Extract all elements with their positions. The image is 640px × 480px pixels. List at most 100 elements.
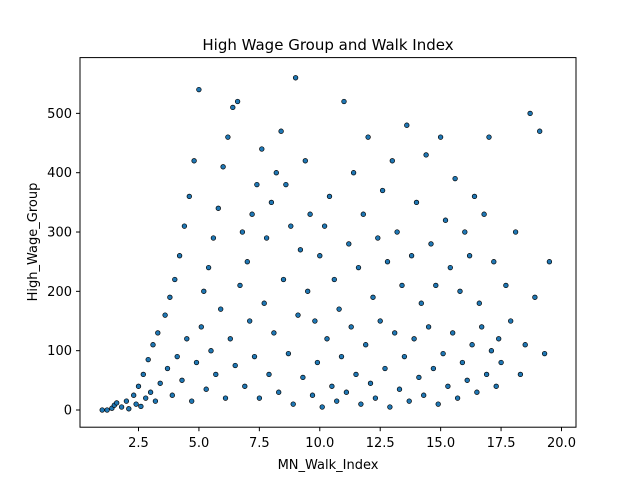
data-point bbox=[493, 383, 499, 389]
data-point bbox=[367, 380, 374, 386]
data-point bbox=[227, 336, 233, 342]
data-point bbox=[365, 134, 371, 140]
data-point bbox=[430, 365, 437, 372]
data-point bbox=[205, 264, 212, 271]
data-point bbox=[517, 371, 524, 378]
data-point bbox=[239, 229, 246, 235]
data-point bbox=[454, 395, 461, 401]
data-point bbox=[288, 223, 294, 229]
x-tick-label: 10.0 bbox=[305, 436, 334, 451]
data-point bbox=[237, 282, 243, 289]
data-point bbox=[150, 342, 156, 348]
data-point bbox=[488, 348, 495, 354]
data-point bbox=[358, 401, 364, 407]
data-point bbox=[203, 386, 209, 392]
data-point bbox=[268, 199, 275, 206]
data-point bbox=[331, 276, 337, 283]
data-point bbox=[314, 359, 321, 366]
data-point bbox=[413, 199, 420, 206]
data-point bbox=[189, 398, 195, 404]
data-point bbox=[118, 404, 125, 410]
data-point bbox=[522, 342, 528, 348]
data-point bbox=[508, 318, 514, 324]
x-tick-label: 2.5 bbox=[128, 436, 149, 451]
data-point bbox=[145, 356, 151, 363]
data-point bbox=[155, 330, 161, 336]
data-point bbox=[164, 365, 171, 372]
data-point bbox=[123, 398, 130, 404]
data-point bbox=[512, 229, 519, 235]
data-point bbox=[309, 392, 316, 398]
data-point bbox=[338, 353, 345, 360]
data-point bbox=[496, 336, 502, 342]
y-tick-label: 300 bbox=[47, 226, 72, 241]
data-point bbox=[215, 205, 221, 211]
x-axis-ticks: 2.5 5.0 7.5 10.0 12.5 15.0 17.5 20.0 bbox=[128, 427, 576, 451]
data-point bbox=[254, 181, 260, 188]
data-point bbox=[147, 389, 154, 395]
data-point bbox=[244, 259, 250, 265]
data-point bbox=[483, 371, 490, 378]
data-point bbox=[377, 318, 383, 324]
data-point bbox=[319, 404, 325, 410]
data-point bbox=[350, 170, 357, 176]
data-point bbox=[230, 104, 236, 111]
y-tick-label: 500 bbox=[47, 107, 72, 122]
data-point bbox=[193, 359, 200, 366]
data-point bbox=[348, 324, 354, 330]
data-point bbox=[208, 348, 214, 354]
data-point bbox=[179, 377, 185, 383]
data-point bbox=[537, 128, 543, 134]
data-point bbox=[363, 342, 369, 348]
data-point bbox=[435, 401, 441, 407]
data-point bbox=[305, 288, 311, 294]
data-point bbox=[442, 217, 449, 223]
y-axis-label: High_Wage_Group bbox=[26, 183, 41, 302]
data-point bbox=[222, 395, 229, 401]
data-point bbox=[104, 407, 110, 413]
data-point bbox=[375, 235, 381, 241]
data-point bbox=[172, 276, 178, 283]
data-point bbox=[428, 241, 434, 247]
data-point bbox=[162, 312, 168, 318]
y-axis-ticks: 0 100 200 300 400 500 bbox=[47, 107, 80, 418]
x-tick-label: 20.0 bbox=[547, 436, 576, 451]
points-layer bbox=[99, 75, 553, 413]
plot-frame bbox=[79, 57, 577, 428]
data-point bbox=[416, 374, 422, 381]
data-point bbox=[479, 324, 485, 330]
data-point bbox=[476, 300, 482, 306]
data-point bbox=[546, 259, 553, 265]
data-point bbox=[379, 187, 386, 194]
data-point bbox=[372, 395, 379, 401]
data-point bbox=[503, 282, 509, 289]
data-point bbox=[541, 350, 548, 357]
data-point bbox=[191, 158, 197, 164]
data-point bbox=[114, 400, 120, 406]
data-point bbox=[213, 371, 219, 378]
data-point bbox=[232, 362, 238, 369]
data-point bbox=[186, 193, 192, 200]
data-point bbox=[401, 353, 408, 360]
data-point bbox=[450, 330, 456, 336]
data-point bbox=[140, 371, 146, 378]
data-point bbox=[421, 392, 427, 398]
data-point bbox=[225, 134, 231, 140]
data-point bbox=[486, 134, 492, 140]
data-point bbox=[466, 253, 473, 259]
data-point bbox=[343, 389, 350, 395]
data-point bbox=[131, 392, 137, 398]
data-point bbox=[447, 264, 453, 271]
data-point bbox=[290, 401, 296, 407]
y-tick-label: 200 bbox=[47, 285, 72, 300]
data-point bbox=[297, 247, 304, 253]
data-point bbox=[295, 312, 301, 318]
y-tick-label: 0 bbox=[64, 403, 72, 418]
x-tick-label: 15.0 bbox=[426, 436, 455, 451]
data-point bbox=[285, 350, 292, 357]
data-point bbox=[300, 374, 306, 381]
data-point bbox=[126, 406, 132, 412]
data-point bbox=[341, 98, 347, 105]
x-tick-label: 17.5 bbox=[487, 436, 516, 451]
